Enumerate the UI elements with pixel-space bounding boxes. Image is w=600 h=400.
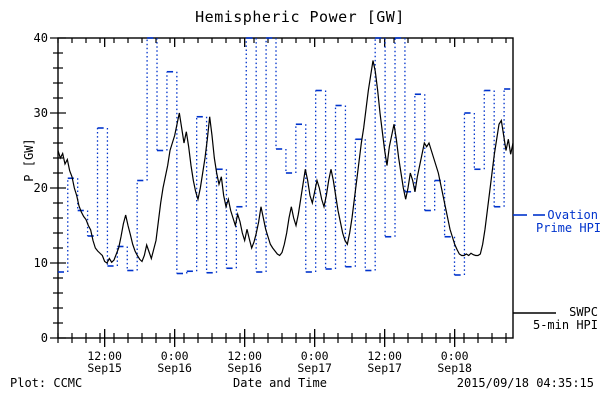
x-tick-label: 12:00 Sep17 [367,349,402,375]
y-tick-label: 20 [33,181,48,195]
series-ovation-prime-hpi [58,37,511,276]
x-tick-label: 12:00 Sep15 [87,349,122,375]
y-tick-label: 0 [40,331,48,345]
legend-swpc-line1: SWPC [569,305,598,319]
x-tick-label: 0:00 Sep17 [297,349,332,375]
x-axis-ticks [57,38,507,347]
y-tick-label: 10 [33,256,48,270]
legend-ovation-prime: Ovation Prime HPI [536,208,600,235]
legend-ovation-line2: Prime HPI [536,221,600,235]
legend-swpc-line2: 5-min HPI [532,318,598,332]
x-axis-label: Date and Time [233,376,327,390]
y-axis-ticks [50,37,66,339]
legend-line-samples [513,214,556,314]
axes-frame [57,37,514,339]
legend-swpc-hpi: SWPC 5-min HPI [518,306,598,332]
x-tick-label: 12:00 Sep16 [227,349,262,375]
x-tick-label: 0:00 Sep16 [157,349,192,375]
plot-credit: Plot: CCMC [10,376,83,390]
legend-ovation-line1: Ovation [547,208,598,222]
y-tick-label: 40 [33,31,48,45]
series-swpc-5min-hpi [57,60,514,264]
plot-timestamp: 2015/09/18 04:35:15 [456,376,594,390]
x-tick-label: 0:00 Sep18 [437,349,472,375]
page-title: Hemispheric Power [GW] [195,8,405,26]
y-tick-label: 30 [33,106,48,120]
